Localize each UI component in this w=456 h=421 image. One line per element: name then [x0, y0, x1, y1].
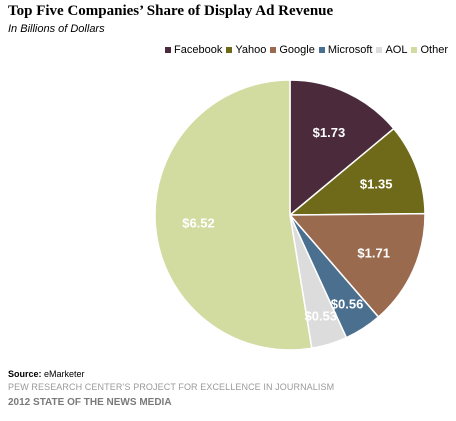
- source-value: eMarketer: [44, 369, 85, 379]
- legend-label: Microsoft: [327, 44, 373, 56]
- source-label: Source:: [8, 369, 42, 379]
- legend-item-facebook: Facebook: [165, 44, 222, 56]
- legend-label: Yahoo: [235, 44, 267, 56]
- legend-item-other: Other: [411, 44, 448, 56]
- data-label-facebook: $1.73: [313, 125, 346, 140]
- legend-label: AOL: [385, 44, 408, 56]
- legend-swatch: [411, 47, 418, 53]
- legend-item-microsoft: Microsoft: [318, 44, 373, 56]
- data-label-google: $1.71: [357, 246, 390, 261]
- data-label-yahoo: $1.35: [360, 176, 393, 191]
- legend-swatch: [226, 47, 233, 53]
- legend-swatch: [165, 47, 172, 53]
- pie-slice-yahoo: [287, 127, 426, 216]
- org-credit: PEW RESEARCH CENTER’S PROJECT FOR EXCELL…: [8, 382, 335, 392]
- legend-item-google: Google: [270, 44, 315, 56]
- data-label-aol: $0.53: [304, 309, 337, 324]
- pie-slice-other: [154, 79, 313, 351]
- chart-title: Top Five Companies’ Share of Display Ad …: [8, 3, 334, 19]
- legend-item-aol: AOL: [376, 44, 407, 56]
- legend-item-yahoo: Yahoo: [226, 44, 266, 56]
- legend-swatch: [318, 47, 325, 53]
- legend-label: Other: [420, 44, 448, 56]
- chart-subtitle: In Billions of Dollars: [8, 23, 105, 35]
- legend-swatch: [376, 47, 383, 53]
- source-line: Source: eMarketer: [8, 369, 85, 379]
- data-label-other: $6.52: [182, 215, 215, 230]
- pie-slice-google: [288, 212, 426, 319]
- pie-slice-facebook: [289, 79, 395, 217]
- legend-label: Google: [279, 44, 315, 56]
- data-label-microsoft: $0.56: [331, 297, 364, 312]
- report-credit: 2012 STATE OF THE NEWS MEDIA: [8, 397, 172, 408]
- legend-swatch: [270, 47, 277, 53]
- legend-label: Facebook: [174, 44, 223, 56]
- chart-legend: Facebook Yahoo Google Microsoft AOL Other: [161, 44, 448, 56]
